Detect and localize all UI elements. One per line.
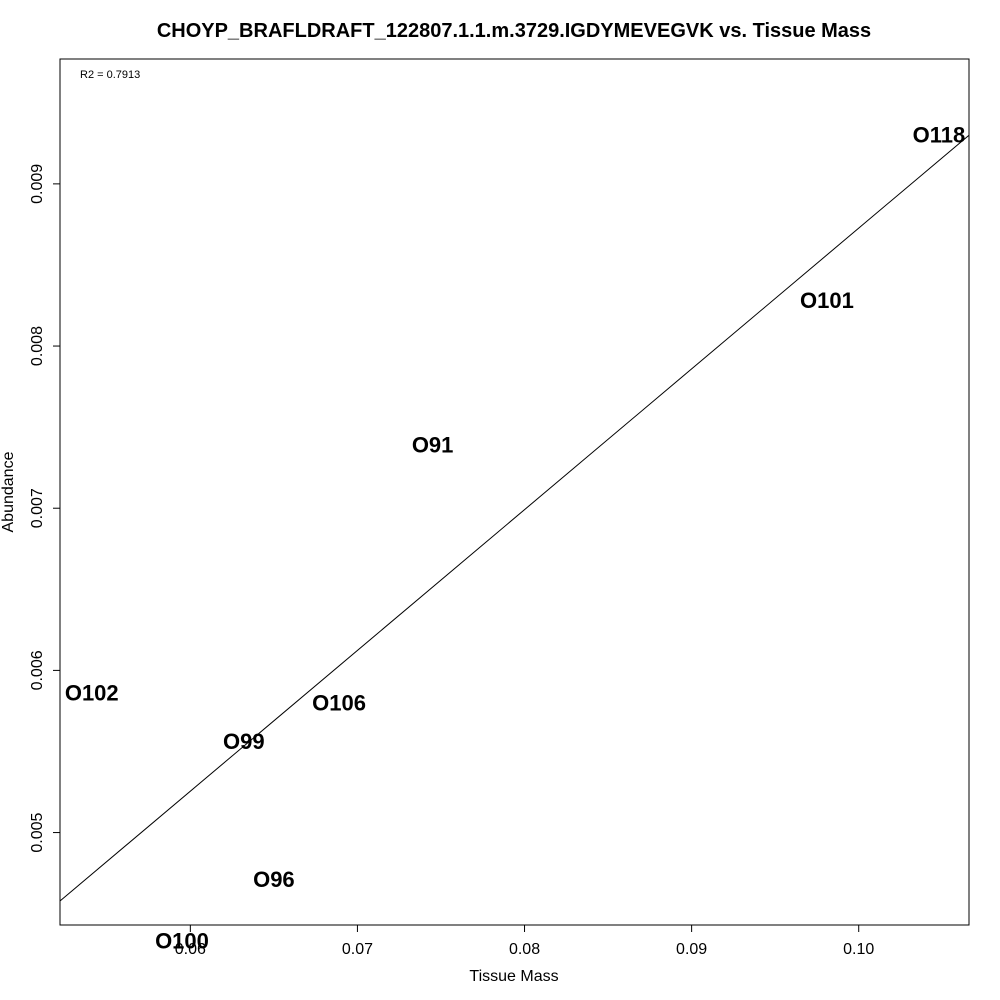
data-points: O118 O101 O91 O102 O106 O99 O96 O100 xyxy=(65,123,965,954)
x-tick-label: 0.08 xyxy=(509,941,540,958)
y-tick-label: 0.006 xyxy=(29,650,46,690)
x-tick-label: 0.09 xyxy=(676,941,707,958)
x-axis: 0.06 0.07 0.08 0.09 0.10 xyxy=(175,925,874,958)
x-tick-label: 0.07 xyxy=(342,941,373,958)
data-point-label: O100 xyxy=(155,929,209,954)
data-point-label: O91 xyxy=(412,432,454,457)
plot-frame xyxy=(59,58,970,926)
regression-line xyxy=(59,134,970,902)
r2-annotation: R2 = 0.7913 xyxy=(80,69,140,81)
y-tick-label: 0.008 xyxy=(29,326,46,366)
data-point-label: O118 xyxy=(913,123,966,148)
data-point-label: O102 xyxy=(65,681,119,706)
y-tick-label: 0.005 xyxy=(29,812,46,852)
y-axis-title: Abundance xyxy=(0,451,17,532)
data-point-label: O106 xyxy=(312,690,366,715)
data-point-label: O96 xyxy=(253,867,295,892)
y-tick-label: 0.009 xyxy=(29,164,46,204)
data-point-label: O101 xyxy=(800,288,854,313)
y-axis: 0.005 0.006 0.007 0.008 0.009 xyxy=(29,164,60,853)
x-tick-label: 0.10 xyxy=(843,941,874,958)
y-tick-label: 0.007 xyxy=(29,488,46,528)
chart-title: CHOYP_BRAFLDRAFT_122807.1.1.m.3729.IGDYM… xyxy=(157,20,871,42)
data-point-label: O99 xyxy=(223,729,265,754)
x-axis-title: Tissue Mass xyxy=(469,968,558,985)
x-tick-label: 0.06 xyxy=(175,941,206,958)
